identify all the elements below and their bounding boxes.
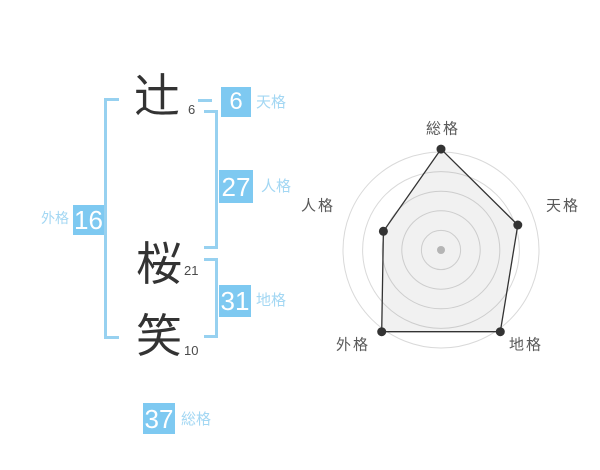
radar-axis-chikaku: 地格 xyxy=(508,336,544,354)
gaikaku-bracket-foot-top xyxy=(104,98,119,101)
jinkaku-bracket-foot-top xyxy=(204,110,218,113)
chikaku-badge: 31 xyxy=(219,285,251,317)
stroke-count-given-1: 21 xyxy=(184,263,199,278)
jinkaku-badge-label: 人格 xyxy=(261,178,292,195)
kanji-given-1: 桜 xyxy=(136,238,182,290)
tenkaku-badge-label: 天格 xyxy=(256,94,287,111)
chikaku-bracket-foot-bottom xyxy=(204,335,218,338)
soukaku-badge-label: 総格 xyxy=(181,411,212,428)
fortune-radar-chart: 総格 天格 地格 外格 人格 xyxy=(301,95,581,365)
kanji-surname-1: 辻 xyxy=(134,70,180,122)
gaikaku-badge-label: 外格 xyxy=(41,210,69,226)
gaikaku-bracket-line xyxy=(104,98,107,339)
radar-axis-jinkaku: 人格 xyxy=(300,197,336,215)
jinkaku-bracket-line xyxy=(215,110,218,249)
jinkaku-bracket-foot-bottom xyxy=(204,246,218,249)
tenkaku-connector-line xyxy=(198,99,212,102)
radar-axis-tenkaku: 天格 xyxy=(545,197,581,215)
tenkaku-badge: 6 xyxy=(221,87,251,117)
radar-plot xyxy=(342,144,540,349)
stroke-count-surname-1: 6 xyxy=(188,102,196,117)
radar-axis-gaikaku: 外格 xyxy=(335,336,371,354)
jinkaku-badge: 27 xyxy=(219,170,253,203)
chikaku-bracket-foot-top xyxy=(204,258,218,261)
stroke-count-given-2: 10 xyxy=(184,343,199,358)
kanji-given-2: 笑 xyxy=(136,310,182,362)
gaikaku-badge: 16 xyxy=(73,205,104,235)
soukaku-badge: 37 xyxy=(143,403,175,434)
chikaku-badge-label: 地格 xyxy=(256,292,287,309)
gaikaku-bracket-foot-bottom xyxy=(104,336,119,339)
chikaku-bracket-line xyxy=(215,258,218,338)
radar-axis-soukaku: 総格 xyxy=(425,120,461,138)
